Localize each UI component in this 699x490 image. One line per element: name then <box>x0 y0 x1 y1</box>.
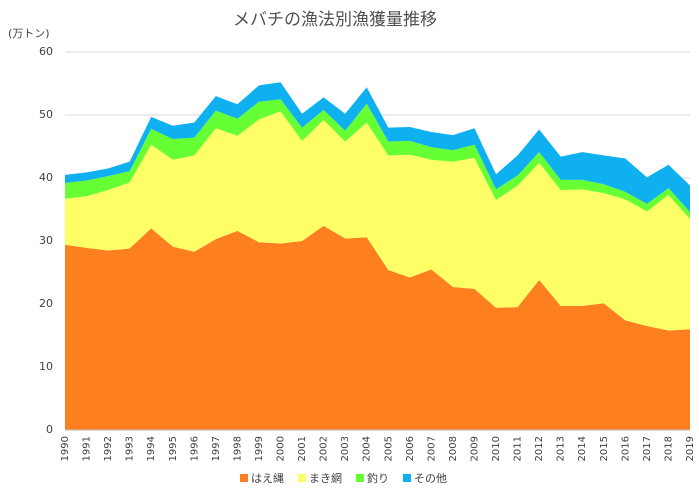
y-tick-label: 50 <box>39 108 53 121</box>
y-tick-label: 10 <box>39 360 53 373</box>
x-tick-label: 2005 <box>383 436 394 461</box>
legend-swatch <box>403 474 411 482</box>
x-tick-label: 2008 <box>448 436 459 461</box>
x-tick-label: 2009 <box>469 436 480 461</box>
x-tick-label: 2011 <box>513 436 524 461</box>
x-tick-label: 2006 <box>405 436 416 461</box>
y-axis-label: (万トン) <box>8 27 50 40</box>
x-tick-label: 2019 <box>685 436 696 461</box>
chart-title: メバチの漁法別漁獲量推移 <box>233 10 437 30</box>
x-tick-label: 2017 <box>642 436 653 461</box>
area <box>65 111 690 331</box>
area <box>65 225 690 430</box>
x-tick-label: 1991 <box>82 436 93 461</box>
x-tick-label: 2012 <box>534 436 545 461</box>
x-tick-label: 2004 <box>362 436 373 461</box>
x-tick-label: 2003 <box>340 436 351 461</box>
legend-label: その他 <box>414 472 447 485</box>
x-tick-label: 2010 <box>491 436 502 461</box>
legend-label: まき網 <box>309 471 342 485</box>
x-tick-label: 1996 <box>189 436 200 461</box>
x-tick-label: 2001 <box>297 436 308 461</box>
x-tick-label: 2013 <box>556 436 567 461</box>
x-tick-label: 1994 <box>146 436 157 461</box>
x-tick-label: 1992 <box>103 436 114 461</box>
x-tick-label: 2007 <box>426 436 437 461</box>
legend-label: はえ縄 <box>251 471 284 485</box>
legend-swatch <box>240 474 248 482</box>
x-tick-label: 1995 <box>168 436 179 461</box>
y-tick-label: 40 <box>39 171 53 184</box>
x-tick-label: 2018 <box>663 436 674 461</box>
legend-swatch <box>356 474 364 482</box>
x-tick-label: 1999 <box>254 436 265 461</box>
x-tick-label: 1990 <box>60 436 71 461</box>
y-tick-label: 0 <box>46 423 53 436</box>
x-tick-label: 1998 <box>232 436 243 461</box>
area <box>65 99 690 219</box>
legend-swatch <box>298 474 306 482</box>
area <box>65 82 690 213</box>
y-tick-label: 20 <box>39 297 53 310</box>
x-tick-label: 2000 <box>276 436 287 461</box>
x-tick-label: 2016 <box>620 436 631 461</box>
x-tick-label: 1997 <box>211 436 222 461</box>
x-tick-label: 2002 <box>319 436 330 461</box>
x-tick-label: 2015 <box>599 436 610 461</box>
legend-label: 釣り <box>367 471 389 485</box>
x-tick-label: 1993 <box>125 436 136 461</box>
x-tick-label: 2014 <box>577 436 588 461</box>
y-tick-label: 60 <box>39 45 53 58</box>
y-tick-label: 30 <box>39 234 53 247</box>
